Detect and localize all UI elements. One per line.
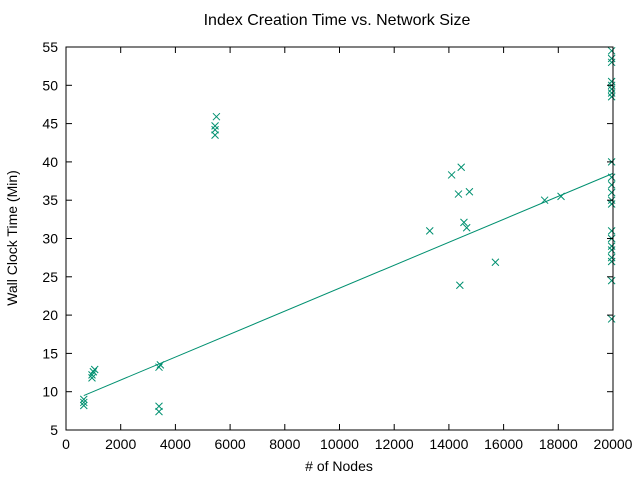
data-point [447, 171, 456, 179]
data-point [156, 361, 165, 369]
plot-area [79, 46, 616, 416]
trend-line [83, 172, 614, 396]
data-point [607, 89, 616, 97]
y-tick-label: 40 [42, 154, 58, 170]
data-point [607, 54, 616, 63]
data-point [457, 163, 466, 172]
x-tick-label: 14000 [429, 436, 468, 452]
y-tick-label: 25 [42, 269, 58, 285]
data-point [607, 85, 616, 93]
data-point [607, 257, 616, 266]
x-tick-label: 8000 [269, 436, 300, 452]
y-tick-label: 10 [42, 384, 58, 400]
x-tick-label: 0 [62, 436, 70, 452]
data-point [607, 200, 616, 208]
y-tick-label: 30 [42, 231, 58, 247]
data-point [607, 276, 616, 285]
y-tick-label: 5 [50, 422, 58, 438]
data-point [491, 258, 500, 267]
data-point [460, 218, 468, 227]
x-tick-label: 2000 [105, 436, 136, 452]
x-tick-label: 10000 [320, 436, 359, 452]
y-tick-label: 35 [42, 192, 58, 208]
x-tick-label: 20000 [594, 436, 633, 452]
plot-frame [65, 46, 614, 431]
data-point [88, 374, 96, 382]
data-point [155, 363, 163, 372]
data-point [465, 187, 474, 196]
x-tick-label: 4000 [160, 436, 191, 452]
data-point [607, 242, 616, 251]
data-point [557, 192, 565, 201]
data-point [607, 58, 616, 67]
data-point [425, 226, 434, 235]
data-point [90, 365, 99, 374]
x-tick-label: 18000 [539, 436, 578, 452]
data-point [212, 112, 221, 121]
y-tick-label: 50 [42, 77, 58, 93]
y-tick-label: 55 [42, 39, 58, 55]
data-point [211, 122, 219, 130]
data-point [79, 401, 88, 410]
data-point [607, 181, 616, 189]
data-point [607, 315, 616, 323]
data-point [607, 92, 616, 101]
x-tick-label: 12000 [375, 436, 414, 452]
data-point [540, 196, 549, 205]
y-tick-label: 20 [42, 307, 58, 323]
data-point [455, 281, 464, 290]
x-tick-label: 6000 [215, 436, 246, 452]
data-point [607, 77, 616, 86]
data-point [607, 253, 616, 262]
data-point [607, 246, 616, 254]
data-point [79, 398, 88, 407]
data-point [607, 226, 616, 235]
data-point [89, 367, 98, 376]
data-point [607, 188, 616, 197]
axis-ticks: 0 2000 4000 6000 8000 10000 12000 14000 16000 180… [42, 39, 632, 452]
data-point [211, 125, 219, 134]
y-tick-label: 45 [42, 116, 58, 132]
chart-title: Index Creation Time vs. Network Size [204, 12, 471, 29]
x-tick-label: 16000 [484, 436, 523, 452]
data-point [607, 173, 616, 182]
y-axis-label: Wall Clock Time (Min) [4, 170, 20, 306]
data-point [79, 395, 88, 404]
data-point [462, 223, 471, 232]
x-axis-label: # of Nodes [305, 458, 373, 474]
data-point [454, 190, 463, 198]
y-tick-label: 15 [42, 345, 58, 361]
data-point [155, 402, 163, 411]
data-point [607, 46, 616, 55]
